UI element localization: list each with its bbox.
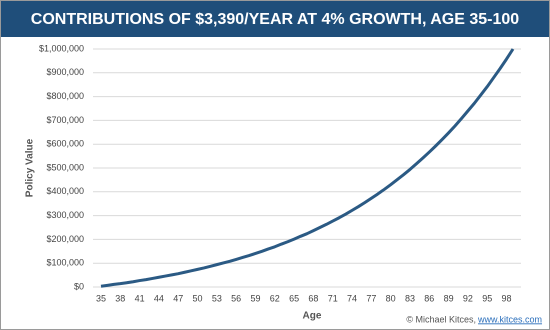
x-tick-label: 56 — [231, 293, 241, 303]
y-tick-label: $700,000 — [46, 115, 84, 125]
y-tick-label: $600,000 — [46, 139, 84, 149]
x-tick-label: 95 — [482, 293, 492, 303]
credit-link[interactable]: www.kitces.com — [477, 314, 542, 324]
y-tick-label: $200,000 — [46, 234, 84, 244]
credit: © Michael Kitces, — [406, 314, 476, 324]
y-tick-label: $1,000,000 — [39, 43, 84, 53]
x-tick-label: 38 — [115, 293, 125, 303]
y-tick-label: $900,000 — [46, 67, 84, 77]
title-banner — [1, 1, 549, 37]
x-tick-label: 47 — [173, 293, 183, 303]
x-tick-label: 44 — [154, 293, 164, 303]
x-tick-label: 89 — [444, 293, 454, 303]
data-line — [100, 48, 515, 288]
y-tick-label: $800,000 — [46, 91, 84, 101]
x-tick-label: 80 — [386, 293, 396, 303]
x-tick-label: 86 — [424, 293, 434, 303]
x-tick-label: 62 — [270, 293, 280, 303]
x-tick-label: 35 — [96, 293, 106, 303]
x-tick-label: 50 — [193, 293, 203, 303]
x-tick-label: 92 — [463, 293, 473, 303]
x-tick-label: 98 — [502, 293, 512, 303]
x-tick-label: 77 — [366, 293, 376, 303]
y-tick-label: $100,000 — [46, 258, 84, 268]
x-tick-label: 71 — [328, 293, 338, 303]
x-tick-label: 68 — [308, 293, 318, 303]
y-tick-label: $500,000 — [46, 162, 84, 172]
x-axis-label: Age — [303, 311, 322, 322]
y-axis-label: Policy Value — [25, 138, 36, 197]
x-tick-label: 59 — [250, 293, 260, 303]
y-tick-label: $400,000 — [46, 186, 84, 196]
y-tick-label: $300,000 — [46, 210, 84, 220]
chart-title: CONTRIBUTIONS OF $3,390/YEAR AT 4% GROWT… — [31, 11, 519, 28]
x-tick-label: 83 — [405, 293, 415, 303]
x-tick-label: 65 — [289, 293, 299, 303]
x-tick-label: 74 — [347, 293, 357, 303]
x-tick-label: 41 — [135, 293, 145, 303]
y-tick-label: $0 — [74, 281, 84, 291]
x-tick-label: 53 — [212, 293, 222, 303]
